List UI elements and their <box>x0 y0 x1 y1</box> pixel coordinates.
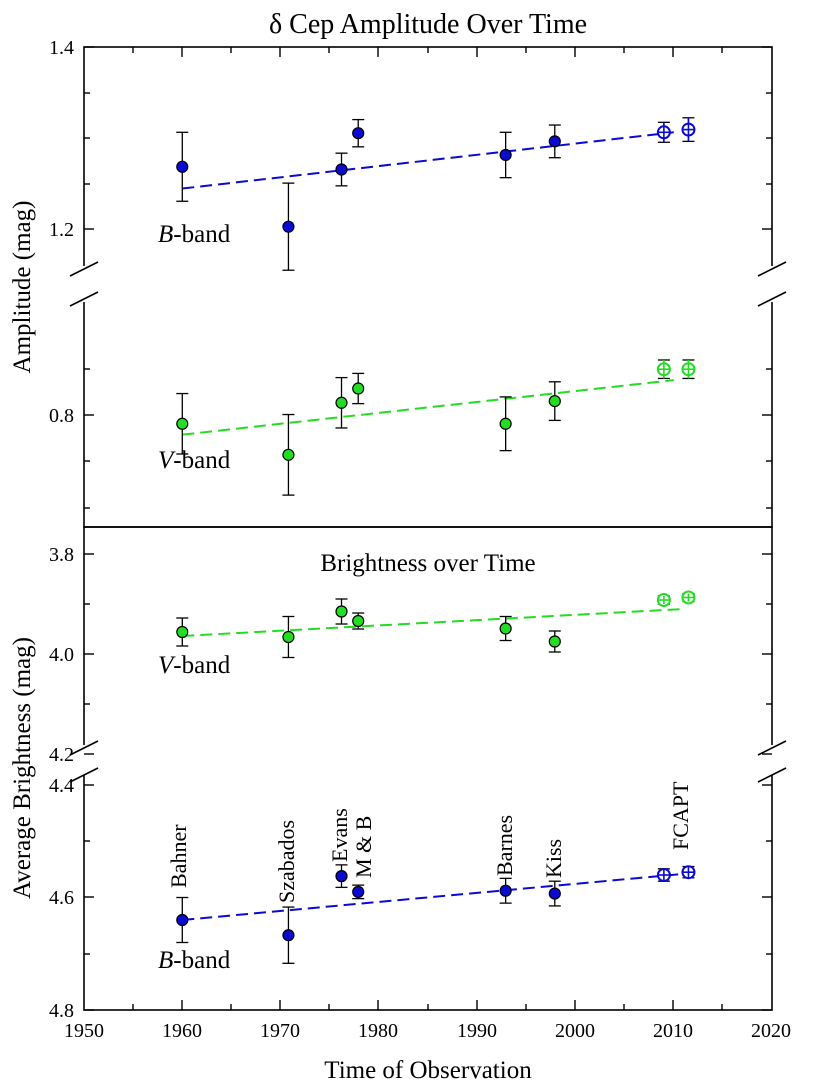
x-axis-label: Time of Observation <box>324 1057 532 1084</box>
data-point <box>176 160 189 173</box>
y-tick-label: 3.8 <box>49 544 74 566</box>
y-tick-label: 1.2 <box>49 219 74 241</box>
data-marks <box>176 117 696 964</box>
top-y-axis-label: Amplitude (mag) <box>9 201 36 374</box>
tick-marks <box>84 46 772 1011</box>
y-tick-label: 4.0 <box>49 644 74 666</box>
annotation-evans: Evans <box>327 808 352 862</box>
y-tick-label: 4.8 <box>49 1000 74 1022</box>
data-point <box>499 884 512 897</box>
y-tick-label: 4.6 <box>49 887 74 909</box>
data-point <box>499 417 512 430</box>
fit-line <box>182 608 684 637</box>
data-point <box>335 396 348 409</box>
data-point <box>499 622 512 635</box>
data-point <box>499 148 512 162</box>
x-tick-label: 1950 <box>64 1020 104 1042</box>
data-point <box>176 913 189 927</box>
x-tick-label: 2000 <box>555 1020 595 1042</box>
x-tick-label: 1960 <box>162 1020 202 1042</box>
data-point <box>176 417 189 430</box>
x-tick-label: 1970 <box>260 1020 300 1042</box>
bottom-chart-title: Brightness over Time <box>320 550 535 577</box>
x-tick-label: 1990 <box>457 1020 497 1042</box>
data-point <box>352 614 365 628</box>
observer-annotations: Bahner Szabados Evans M & B Barnes Kiss … <box>166 781 693 903</box>
y-tick-labels: 1.4 1.2 0.8 3.8 4.0 4.2 4.4 4.6 4.8 <box>49 37 74 1022</box>
bottom-y-axis-label: Average Brightness (mag) <box>9 637 36 899</box>
v-band-amplitude-label: V-band <box>158 447 231 474</box>
annotation-bahner: Bahner <box>166 824 191 888</box>
data-point <box>352 382 365 395</box>
data-point <box>548 135 561 148</box>
data-point <box>176 625 189 639</box>
data-point <box>282 929 295 942</box>
y-tick-label: 4.4 <box>49 775 74 797</box>
y-tick-label: 0.8 <box>49 405 74 427</box>
data-point <box>282 630 295 644</box>
v-band-brightness-label: V-band <box>158 652 231 679</box>
data-point <box>548 887 561 900</box>
x-tick-label: 2020 <box>751 1020 791 1042</box>
b-band-brightness-label: B-band <box>158 947 231 974</box>
b-band-amplitude-label: B-band <box>158 221 231 248</box>
x-tick-labels: 1950 1960 1970 1980 1990 2000 2010 2020 <box>64 1020 791 1042</box>
data-point <box>335 163 348 176</box>
axis-breaks <box>69 261 787 783</box>
x-tick-label: 2010 <box>653 1020 693 1042</box>
fit-line <box>182 131 674 190</box>
data-point <box>282 448 295 461</box>
annotation-fcapt: FCAPT <box>668 781 693 850</box>
fit-line <box>182 379 674 436</box>
data-point <box>335 870 348 883</box>
x-tick-label: 1980 <box>358 1020 398 1042</box>
y-tick-label: 4.2 <box>49 744 74 766</box>
annotation-barnes: Barnes <box>492 815 517 876</box>
data-point <box>352 127 365 140</box>
data-point <box>282 220 295 233</box>
data-point <box>335 605 348 618</box>
annotation-m-and-b: M & B <box>351 816 376 878</box>
annotation-kiss: Kiss <box>541 839 566 878</box>
top-chart-title: δ Cep Amplitude Over Time <box>269 9 587 40</box>
y-tick-label: 1.4 <box>49 37 74 59</box>
fit-line <box>182 872 684 921</box>
annotation-szabados: Szabados <box>274 820 299 903</box>
data-point <box>548 395 561 408</box>
data-point <box>352 885 365 898</box>
data-point <box>548 635 561 648</box>
